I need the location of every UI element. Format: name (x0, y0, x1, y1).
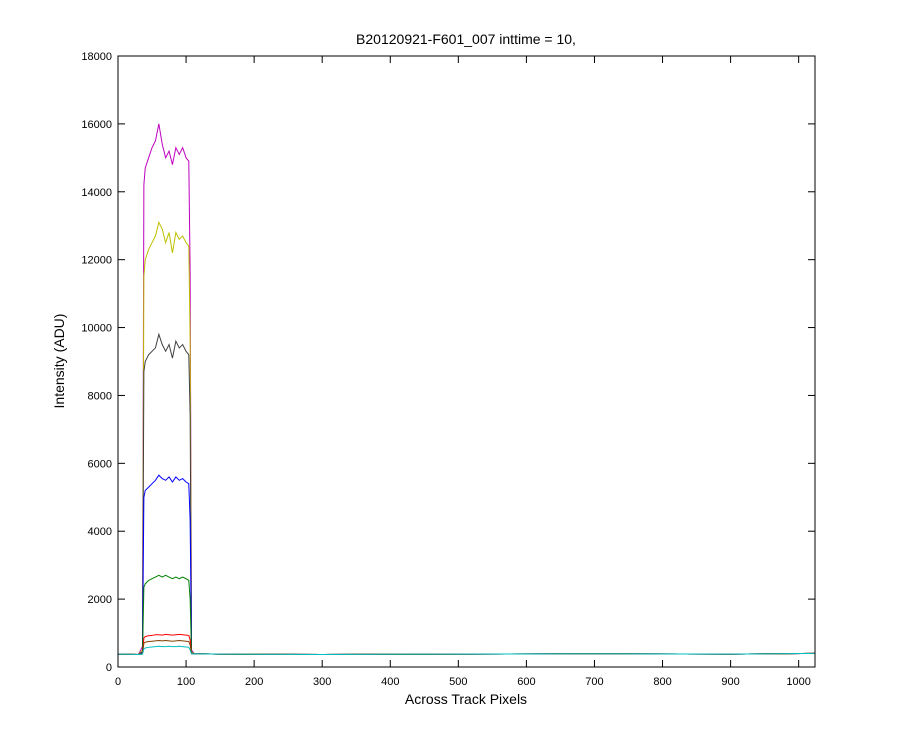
chart-title: B20120921-F601_007 inttime = 10, (356, 31, 576, 47)
x-tick-label: 400 (381, 676, 399, 688)
y-tick-label: 6000 (88, 458, 112, 470)
x-tick-label: 200 (245, 676, 263, 688)
y-axis-label: Intensity (ADU) (51, 314, 67, 409)
data-line (117, 645, 816, 655)
x-tick-label: 600 (517, 676, 535, 688)
x-tick-label: 300 (313, 676, 331, 688)
plot-area (117, 123, 816, 655)
y-tick-label: 2000 (88, 594, 112, 606)
x-tick-label: 1000 (786, 676, 810, 688)
y-tick-label: 16000 (81, 119, 112, 131)
x-tick-label: 800 (653, 676, 671, 688)
y-tick-label: 14000 (81, 187, 112, 199)
x-tick-label: 100 (177, 676, 195, 688)
y-tick-label: 18000 (81, 51, 112, 63)
x-tick-label: 700 (585, 676, 603, 688)
y-tick-label: 8000 (88, 390, 112, 402)
x-axis-label: Across Track Pixels (405, 691, 527, 707)
x-tick-label: 900 (721, 676, 739, 688)
y-tick-label: 10000 (81, 323, 112, 335)
x-tick-label: 500 (449, 676, 467, 688)
x-tick-label: 0 (115, 676, 121, 688)
y-tick-label: 0 (106, 662, 112, 674)
axes-box (117, 55, 816, 668)
y-tick-label: 12000 (81, 255, 112, 267)
y-tick-label: 4000 (88, 526, 112, 538)
